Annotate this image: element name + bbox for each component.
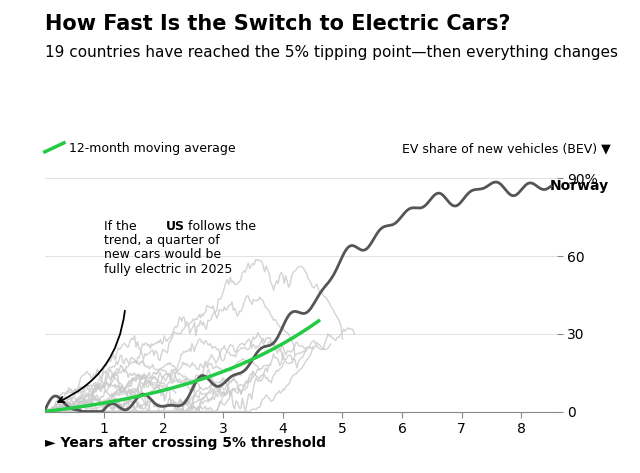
Text: EV share of new vehicles (BEV) ▼: EV share of new vehicles (BEV) ▼ — [403, 142, 611, 156]
Text: Norway: Norway — [550, 179, 609, 193]
Text: trend, a quarter of: trend, a quarter of — [104, 234, 220, 247]
Text: follows the: follows the — [184, 220, 255, 233]
Text: 19 countries have reached the 5% tipping point—then everything changes: 19 countries have reached the 5% tipping… — [45, 45, 618, 60]
Text: new cars would be: new cars would be — [104, 248, 221, 262]
Text: US: US — [166, 220, 185, 233]
Text: How Fast Is the Switch to Electric Cars?: How Fast Is the Switch to Electric Cars? — [45, 14, 510, 34]
Text: ► Years after crossing 5% threshold: ► Years after crossing 5% threshold — [45, 436, 326, 450]
Text: If the: If the — [104, 220, 141, 233]
Text: 12-month moving average: 12-month moving average — [69, 142, 236, 156]
Text: fully electric in 2025: fully electric in 2025 — [104, 263, 233, 276]
